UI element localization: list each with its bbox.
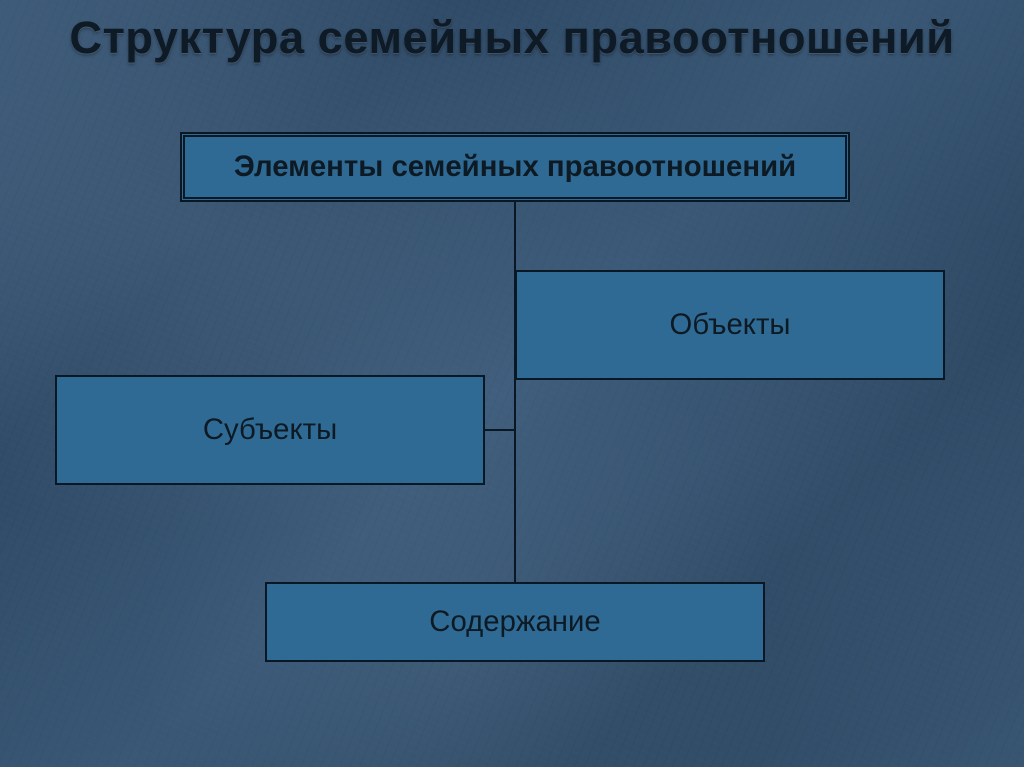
slide-title: Структура семейных правоотношений	[0, 14, 1024, 63]
node-objects: Объекты	[515, 270, 945, 380]
node-objects-label: Объекты	[670, 308, 791, 342]
node-root: Элементы семейных правоотношений	[180, 132, 850, 202]
node-content-label: Содержание	[429, 605, 600, 639]
node-root-label: Элементы семейных правоотношений	[234, 150, 796, 184]
node-subjects-label: Субъекты	[203, 413, 337, 447]
node-subjects: Субъекты	[55, 375, 485, 485]
node-content: Содержание	[265, 582, 765, 662]
